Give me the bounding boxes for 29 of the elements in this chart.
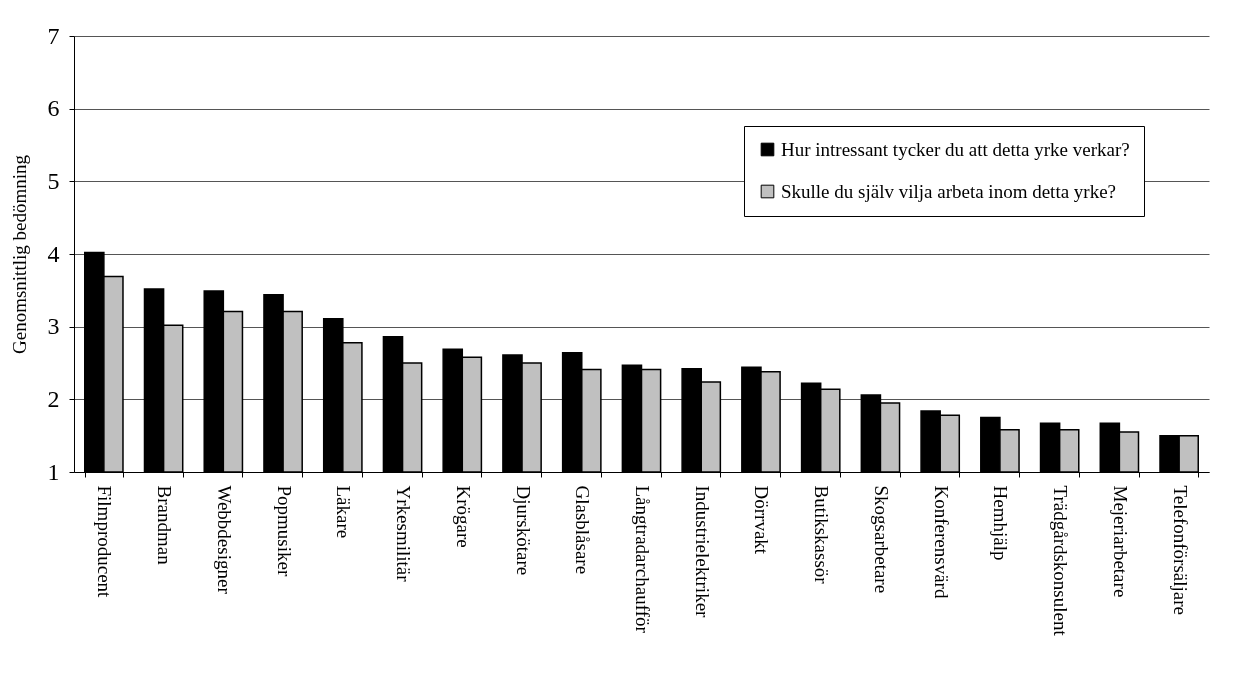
x-tick-label: Webbdesigner [213,485,235,595]
x-tick-label: Långtradarchaufför [632,485,653,634]
x-tick-label: Krögare [452,485,474,548]
y-tick-label: 6 [47,95,60,122]
x-tick-label: Konferensvärd [930,485,952,599]
x-tick-label: Hemhjälp [990,485,1012,561]
x-tick-label: Popmusiker [273,485,295,577]
x-tick-label: Filmproducent [94,485,116,599]
x-tick-label: Industrielektriker [691,485,713,619]
x-tick-label: Yrkesmilitär [393,485,415,583]
x-tick-label: Brandman [154,485,176,566]
x-tick-label: Skogsarbetare [870,485,892,594]
x-tick-label: Glasblåsare [572,485,594,575]
legend-label: Skulle du själv vilja arbeta inom detta yrke? [781,180,1117,202]
y-tick-label: 7 [47,22,60,49]
x-tick-label: Djurskötare [512,485,534,576]
y-tick-label: 1 [47,458,60,485]
legend-label: Hur intressant tycker du att detta yrke verkar? [781,138,1130,160]
x-tick-label: Dörrvakt [751,485,773,555]
y-tick-label: 5 [47,167,60,194]
x-tick-label: Läkare [333,485,355,539]
y-tick-label: 3 [47,313,60,340]
x-tick-label: Telefonförsäljare [1169,485,1191,615]
x-tick-label: Butikskassör [811,485,833,585]
y-tick-label: 4 [47,240,60,267]
y-tick-label: 2 [47,385,60,412]
x-tick-label: Trädgårdskonsulent [1050,485,1072,637]
y-axis-title: Genomsnittlig bedömning [8,154,30,354]
x-tick-label: Mejeriarbetare [1109,485,1131,598]
